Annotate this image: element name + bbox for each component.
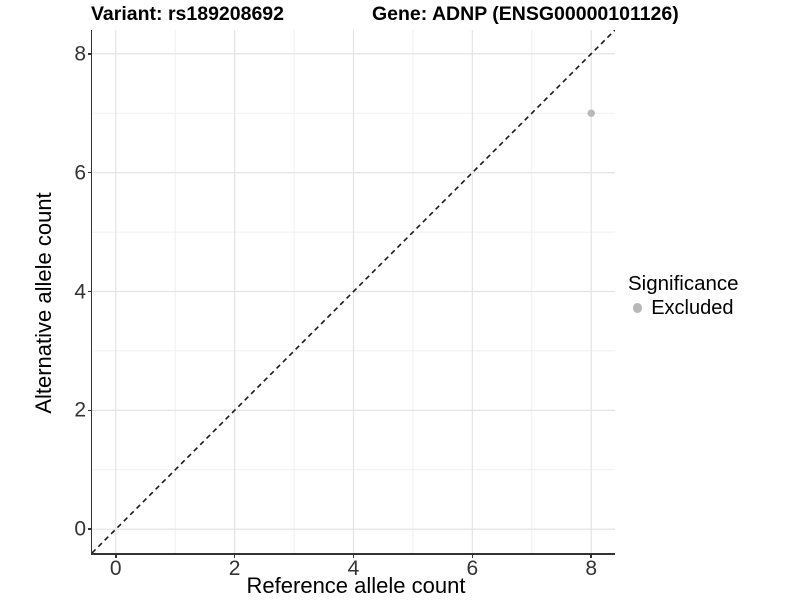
y-tick-mark bbox=[87, 528, 92, 530]
x-axis-title: Reference allele count bbox=[246, 573, 466, 598]
y-axis-line bbox=[90, 30, 92, 555]
plot-panel bbox=[91, 29, 616, 554]
identity-reference-line bbox=[91, 29, 616, 554]
x-tick-label: 8 bbox=[585, 557, 598, 580]
legend-title: Significance bbox=[628, 272, 739, 295]
y-axis-title: Alternative allele count bbox=[31, 192, 56, 414]
y-tick-label: 0 bbox=[74, 517, 86, 541]
y-tick-mark bbox=[87, 53, 92, 55]
data-point bbox=[587, 109, 595, 117]
y-tick-label: 8 bbox=[74, 42, 86, 66]
x-tick-label: 0 bbox=[109, 557, 122, 580]
x-tick-label: 2 bbox=[228, 557, 241, 580]
x-tick-label: 6 bbox=[466, 557, 479, 580]
y-tick-mark bbox=[87, 409, 92, 412]
y-tick-label: 2 bbox=[74, 398, 86, 422]
y-tick-mark bbox=[87, 290, 92, 293]
y-tick-label: 4 bbox=[74, 280, 86, 303]
x-tick-mark bbox=[233, 553, 236, 558]
variant-title: Variant: rs189208692 bbox=[91, 3, 284, 25]
x-tick-mark bbox=[115, 553, 117, 558]
legend-dot-icon bbox=[633, 303, 643, 313]
x-tick-mark bbox=[471, 553, 474, 558]
legend: Significance Excluded bbox=[628, 272, 739, 319]
gene-title: Gene: ADNP (ENSG00000101126) bbox=[372, 3, 679, 25]
plot-canvas bbox=[91, 29, 616, 554]
x-tick-label: 4 bbox=[347, 557, 360, 580]
x-tick-mark bbox=[352, 553, 355, 558]
y-tick-mark bbox=[87, 171, 92, 174]
y-tick-label: 6 bbox=[74, 161, 86, 185]
legend-item-excluded: Excluded bbox=[628, 297, 739, 319]
x-tick-mark bbox=[590, 553, 592, 558]
legend-item-label: Excluded bbox=[651, 297, 734, 319]
